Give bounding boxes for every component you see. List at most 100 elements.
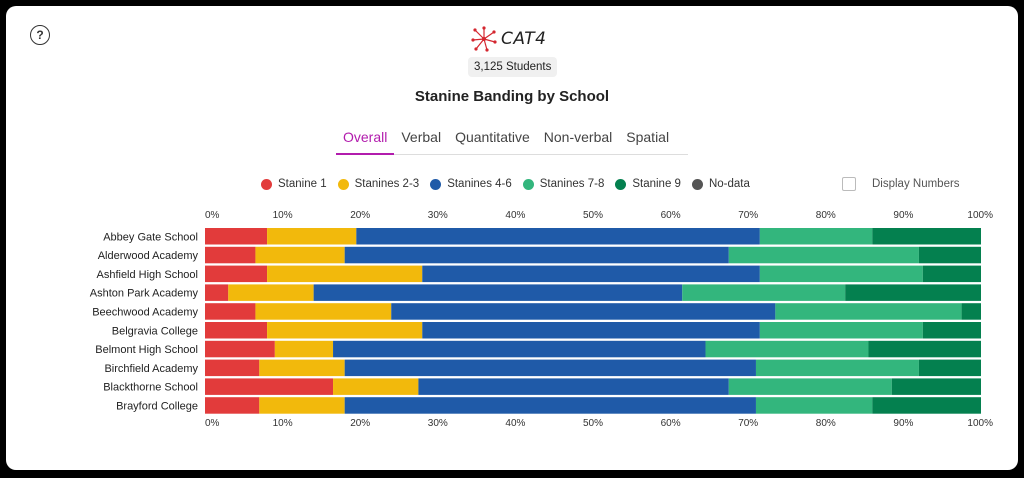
x-tick-label-top: 60% <box>661 210 681 221</box>
bar-segment <box>205 340 275 358</box>
x-tick-label-top: 70% <box>738 210 758 221</box>
display-numbers-checkbox[interactable] <box>842 177 856 191</box>
display-numbers-toggle[interactable]: Display Numbers <box>842 177 960 191</box>
bar-segment <box>205 322 268 339</box>
x-tick-label-top: 40% <box>505 210 525 221</box>
bar-segment <box>205 228 268 245</box>
x-tick-label-top: 30% <box>428 210 448 221</box>
legend-item-stanines-4-6[interactable]: Stanines 4-6 <box>430 178 512 190</box>
legend-label: Stanines 2-3 <box>354 178 420 190</box>
category-label: Alderwood Academy <box>98 250 199 262</box>
bar-segment <box>255 303 392 320</box>
bar-segment <box>313 284 683 301</box>
chart-card: ? CAT4 3,125 Students Stanine Banding by… <box>6 6 1018 470</box>
bar-segment <box>205 246 256 264</box>
x-tick-label-bottom: 90% <box>893 418 913 429</box>
bar-segment <box>728 246 919 264</box>
legend-item-stanine-9[interactable]: Stanine 9 <box>615 178 681 190</box>
bar-segment <box>845 284 981 301</box>
legend-item-stanines-7-8[interactable]: Stanines 7-8 <box>522 178 605 190</box>
x-tick-label-top: 80% <box>816 210 836 221</box>
bar-segment <box>391 303 776 320</box>
legend-item-stanine-1[interactable]: Stanine 1 <box>261 178 327 190</box>
category-label: Ashfield High School <box>96 269 198 281</box>
tab-overall[interactable]: Overall <box>336 128 395 155</box>
bar-segment <box>267 322 423 339</box>
logo-text: CAT4 <box>501 29 547 49</box>
legend-dot <box>522 178 534 190</box>
bar-segment <box>759 228 873 245</box>
legend-label: Stanines 4-6 <box>447 178 512 190</box>
bar-segment <box>274 340 334 358</box>
bar-segment <box>868 340 981 358</box>
bar-segment <box>205 359 260 377</box>
x-tick-label-top: 50% <box>583 210 603 221</box>
bar-segment <box>356 228 760 245</box>
bar-segment <box>922 265 981 283</box>
category-label: Belgravia College <box>112 325 198 337</box>
bar-segment <box>259 359 345 377</box>
x-tick-label-bottom: 50% <box>583 418 603 429</box>
bar-segment <box>759 322 923 339</box>
tab-spatial[interactable]: Spatial <box>626 129 670 145</box>
bar-segment <box>333 378 419 395</box>
chart-legend: Stanine 1 Stanines 2-3 Stanines 4-6 Stan… <box>261 178 761 190</box>
bar-segment <box>205 397 260 414</box>
legend-item-stanines-2-3[interactable]: Stanines 2-3 <box>337 178 420 190</box>
tab-quantitative[interactable]: Quantitative <box>455 129 530 145</box>
bar-segment <box>705 340 869 358</box>
bar-segment <box>775 303 962 320</box>
bar-segment <box>682 284 846 301</box>
x-tick-label-top: 10% <box>273 210 293 221</box>
tab-verbal[interactable]: Verbal <box>401 129 442 145</box>
tab-non-verbal[interactable]: Non-verbal <box>543 129 613 145</box>
legend-dot <box>430 178 442 190</box>
legend-dot <box>615 178 627 190</box>
bar-segment <box>872 228 981 245</box>
bar-segment <box>918 359 981 377</box>
bar-segment <box>267 265 423 283</box>
legend-label: No-data <box>708 178 750 190</box>
legend-label: Stanines 7-8 <box>539 178 605 190</box>
legend-dot <box>691 178 703 190</box>
chart-title: Stanine Banding by School <box>414 88 610 105</box>
cat4-logo: CAT4 <box>471 24 546 54</box>
category-label: Beechwood Academy <box>92 306 198 318</box>
bar-segment <box>872 397 981 414</box>
bar-segment <box>728 378 892 395</box>
bar-segment <box>422 265 760 283</box>
x-tick-label-bottom: 40% <box>505 418 525 429</box>
bar-segment <box>418 378 729 395</box>
x-tick-label-bottom: 30% <box>428 418 448 429</box>
display-numbers-label: Display Numbers <box>872 178 960 190</box>
bar-segment <box>344 246 729 264</box>
legend-item-no-data[interactable]: No-data <box>691 178 750 190</box>
tab-bar: Overall Verbal Quantitative Non-verbal S… <box>336 128 688 155</box>
bar-segment <box>344 397 756 414</box>
legend-label: Stanine 1 <box>278 178 327 190</box>
category-label: Brayford College <box>116 400 198 412</box>
question-circle-icon[interactable]: ? <box>30 25 50 45</box>
bar-segment <box>267 228 357 245</box>
bar-segment <box>422 322 760 339</box>
stacked-bar-chart: 0% 0% 10% 10% 20% 20% 30% 30% 40% 40% 50% 50% 60% 60%… <box>90 210 993 429</box>
category-label: Abbey Gate School <box>103 231 198 243</box>
bar-segment <box>205 378 334 395</box>
bar-segment <box>961 303 981 320</box>
bar-segment <box>333 340 706 358</box>
x-tick-label-top: 20% <box>350 210 370 221</box>
bar-segment <box>228 284 314 301</box>
x-tick-label-bottom: 100% <box>967 418 993 429</box>
bar-segment <box>918 246 981 264</box>
x-tick-label-bottom: 60% <box>661 418 681 429</box>
bar-segment <box>205 265 268 283</box>
bar-segment <box>205 303 256 320</box>
category-label: Ashton Park Academy <box>90 288 199 300</box>
legend-dot <box>261 178 272 190</box>
bar-segment <box>259 397 345 414</box>
bar-segment <box>759 265 923 283</box>
x-tick-label-bottom: 0% <box>205 418 220 429</box>
bar-segment <box>922 322 981 339</box>
x-tick-label-top: 0% <box>205 210 220 221</box>
bar-segment <box>755 359 919 377</box>
